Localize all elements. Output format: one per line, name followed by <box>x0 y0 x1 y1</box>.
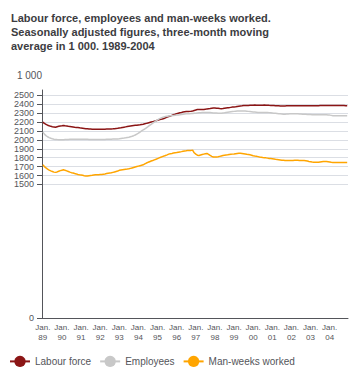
svg-text:98: 98 <box>210 333 219 342</box>
svg-text:Jan.: Jan. <box>226 323 241 332</box>
svg-text:2300: 2300 <box>14 108 34 118</box>
svg-text:Jan.: Jan. <box>54 323 69 332</box>
svg-text:1800: 1800 <box>14 153 34 163</box>
svg-text:Jan.: Jan. <box>150 323 165 332</box>
svg-text:90: 90 <box>57 333 66 342</box>
svg-text:2100: 2100 <box>14 126 34 136</box>
svg-text:03: 03 <box>306 333 315 342</box>
svg-text:Jan.: Jan. <box>284 323 299 332</box>
svg-text:Jan.: Jan. <box>93 323 108 332</box>
svg-text:95: 95 <box>153 333 162 342</box>
svg-text:Jan.: Jan. <box>188 323 203 332</box>
svg-text:1600: 1600 <box>14 171 34 181</box>
svg-text:2500: 2500 <box>14 90 34 100</box>
svg-text:1 000: 1 000 <box>17 70 42 81</box>
svg-text:1700: 1700 <box>14 162 34 172</box>
svg-text:Man-weeks worked: Man-weeks worked <box>209 356 295 367</box>
svg-text:94: 94 <box>134 333 143 342</box>
svg-text:96: 96 <box>172 333 181 342</box>
svg-text:04: 04 <box>325 333 334 342</box>
svg-text:average in 1 000. 1989-2004: average in 1 000. 1989-2004 <box>11 40 156 52</box>
svg-text:02: 02 <box>287 333 296 342</box>
svg-text:93: 93 <box>115 333 124 342</box>
svg-text:Jan.: Jan. <box>303 323 318 332</box>
svg-text:97: 97 <box>191 333 200 342</box>
svg-text:Jan.: Jan. <box>112 323 127 332</box>
svg-text:Jan.: Jan. <box>35 323 50 332</box>
svg-text:92: 92 <box>96 333 105 342</box>
svg-text:Employees: Employees <box>125 356 174 367</box>
svg-text:1500: 1500 <box>14 179 34 189</box>
svg-text:01: 01 <box>268 333 277 342</box>
svg-text:Seasonally adjusted figures, t: Seasonally adjusted figures, three-month… <box>11 26 269 38</box>
svg-text:2200: 2200 <box>14 117 34 127</box>
svg-text:Jan.: Jan. <box>207 323 222 332</box>
svg-text:Jan.: Jan. <box>169 323 184 332</box>
svg-text:91: 91 <box>77 333 86 342</box>
svg-text:Jan.: Jan. <box>246 323 261 332</box>
svg-text:Jan.: Jan. <box>265 323 280 332</box>
svg-text:Labour force: Labour force <box>35 356 92 367</box>
svg-text:2400: 2400 <box>14 99 34 109</box>
svg-text:1900: 1900 <box>14 144 34 154</box>
svg-text:Jan.: Jan. <box>73 323 88 332</box>
svg-text:0: 0 <box>29 313 34 323</box>
svg-text:00: 00 <box>249 333 258 342</box>
svg-text:2000: 2000 <box>14 135 34 145</box>
svg-text:Labour force, employees and ma: Labour force, employees and man-weeks wo… <box>11 12 271 24</box>
svg-text:Jan.: Jan. <box>131 323 146 332</box>
svg-text:89: 89 <box>38 333 47 342</box>
svg-text:99: 99 <box>230 333 239 342</box>
svg-text:Jan.: Jan. <box>322 323 337 332</box>
